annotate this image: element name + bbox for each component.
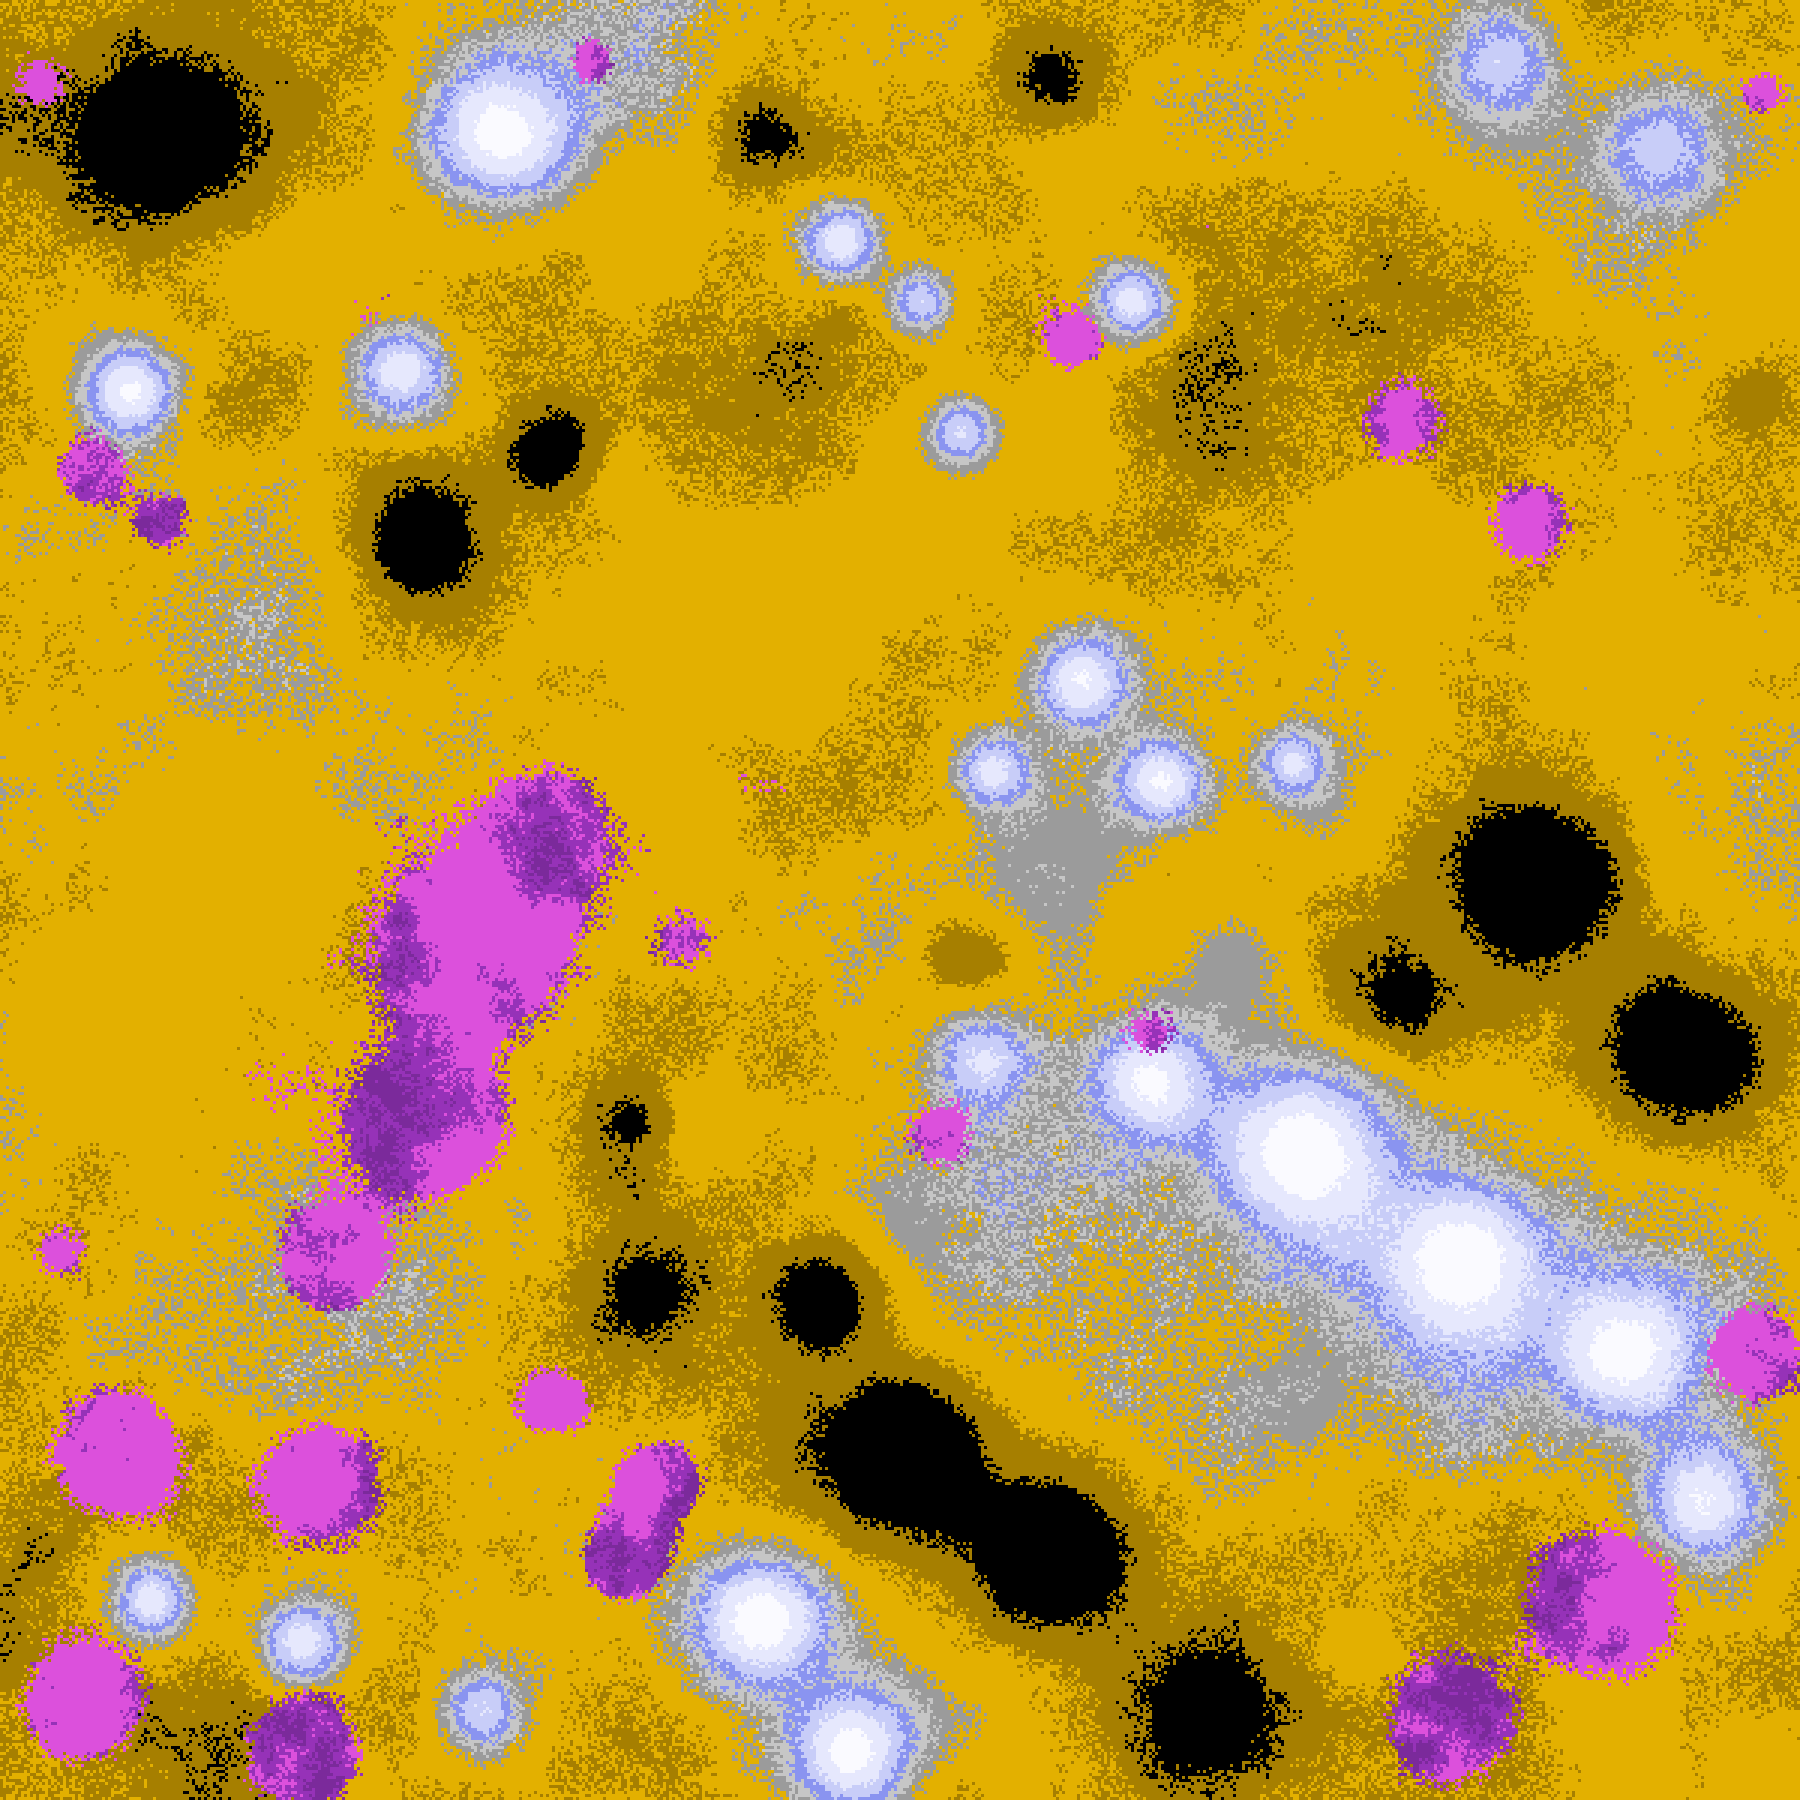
satellite-scene	[0, 0, 1800, 1800]
false-color-satellite-canvas	[0, 0, 1800, 1800]
